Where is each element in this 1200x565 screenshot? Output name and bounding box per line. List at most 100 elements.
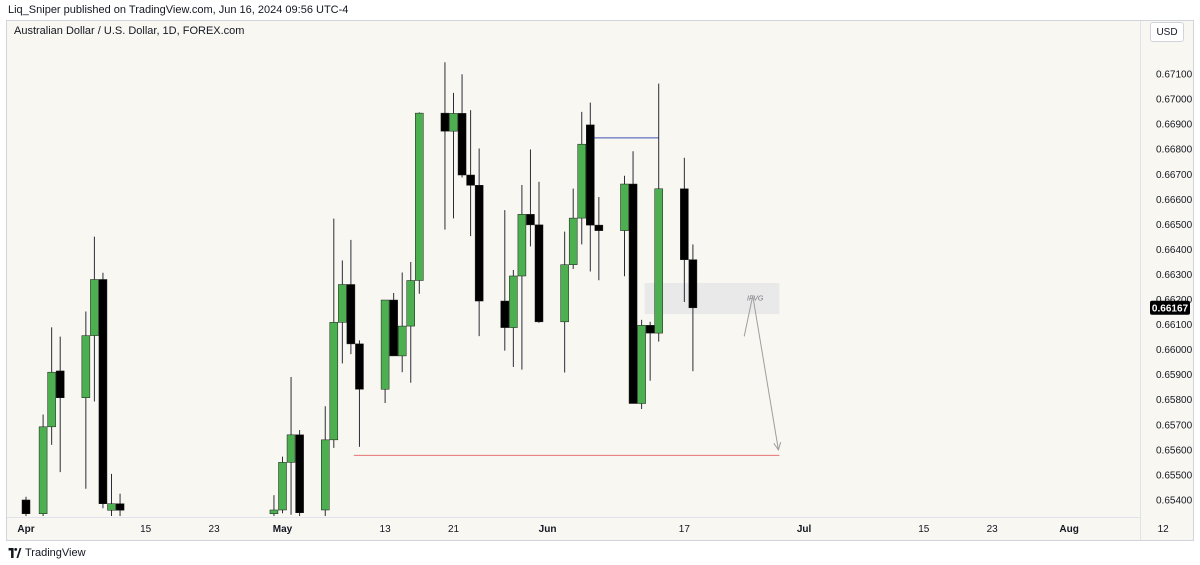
candle-body	[500, 300, 510, 328]
candle-body	[55, 370, 65, 398]
bearish-candle	[295, 430, 304, 516]
price-axis: 0.65400 0.65500 0.65600 0.65700 0.65800 0.659…	[1156, 70, 1193, 507]
time-tick-label: 13	[380, 524, 392, 535]
bullish-candle	[517, 185, 527, 370]
price-tick-label: 0.66600	[1156, 195, 1193, 206]
bullish-candle	[269, 495, 279, 516]
time-tick-label: May	[273, 524, 293, 535]
candle-body	[474, 185, 484, 302]
bearish-candle	[21, 496, 31, 516]
candle-body	[90, 279, 99, 336]
bullish-candle	[449, 92, 458, 219]
price-tick-label: 0.67000	[1156, 95, 1193, 106]
price-tick-label: 0.66300	[1156, 270, 1193, 281]
candle-body	[321, 439, 330, 511]
bullish-candle	[47, 327, 56, 445]
bullish-candle	[321, 406, 330, 516]
bullish-candle	[406, 261, 415, 383]
candle-body	[21, 499, 31, 514]
candle-body	[415, 112, 424, 281]
footer: TradingView	[0, 541, 1200, 565]
bullish-candle	[107, 473, 116, 516]
candle-body	[449, 113, 458, 132]
candle-body	[295, 434, 304, 513]
candle-body	[38, 426, 48, 514]
candle-body	[47, 371, 56, 428]
bullish-candle	[278, 456, 287, 514]
bullish-candle	[397, 272, 407, 373]
candle-body	[645, 325, 655, 334]
projection-arrow	[743, 295, 779, 450]
time-tick-label: Aug	[1059, 524, 1078, 535]
bullish-candle	[329, 218, 339, 448]
candle-body	[457, 113, 467, 176]
price-tick-label: 0.65500	[1156, 470, 1193, 481]
price-tick-label: 0.65400	[1156, 495, 1193, 506]
publisher-line: Liq_Sniper published on TradingView.com,…	[8, 4, 349, 16]
price-tick-label: 0.66800	[1156, 145, 1193, 156]
ifvg-label: IFVG	[747, 296, 764, 303]
bearish-candle	[500, 210, 510, 351]
bullish-candle	[415, 112, 424, 294]
bearish-candle	[355, 340, 364, 447]
price-tick-label: 0.66200	[1156, 295, 1193, 306]
bullish-candle	[81, 311, 91, 489]
time-tick-label: Jun	[539, 524, 557, 535]
candles-layer	[21, 62, 698, 516]
publisher-header: Liq_Sniper published on TradingView.com,…	[0, 0, 1200, 20]
candle-body	[526, 214, 535, 226]
high-level-line	[589, 137, 659, 146]
candle-body	[517, 214, 527, 277]
bullish-candle	[38, 414, 48, 516]
projection-arrowhead	[773, 442, 782, 451]
price-tick-label: 0.66900	[1156, 120, 1193, 131]
bullish-candle	[90, 236, 99, 402]
candle-body	[397, 325, 407, 357]
candle-body	[286, 434, 296, 463]
time-tick-label: 17	[679, 524, 691, 535]
price-tick-label: 0.66700	[1156, 170, 1193, 181]
ifvg-zone	[644, 282, 780, 315]
candle-body	[269, 509, 279, 514]
bearish-candle	[534, 181, 544, 323]
bearish-candle	[55, 336, 65, 473]
candle-body	[560, 264, 569, 323]
candle-body	[338, 284, 347, 323]
time-tick-label: 23	[987, 524, 999, 535]
price-tick-label: 0.67100	[1156, 70, 1193, 81]
candle-body	[654, 188, 663, 334]
bearish-candle	[389, 293, 398, 357]
chart-panel[interactable]	[6, 20, 1194, 541]
bullish-candle	[509, 269, 518, 367]
price-tick-label: 0.66000	[1156, 345, 1193, 356]
symbol-title[interactable]: Australian Dollar / U.S. Dollar, 1D, FOR…	[14, 25, 245, 37]
price-tick-label: 0.65700	[1156, 420, 1193, 431]
candle-body	[509, 275, 518, 328]
candle-body	[107, 503, 116, 511]
bullish-candle	[286, 376, 296, 515]
bullish-candle	[620, 175, 629, 277]
bearish-candle	[346, 239, 356, 355]
candle-body	[534, 224, 544, 323]
bearish-candle	[526, 149, 535, 247]
tradingview-logo-icon[interactable]	[8, 548, 22, 558]
bullish-candle	[338, 260, 347, 364]
time-tick-label: 21	[448, 524, 460, 535]
time-tick-label: 23	[209, 524, 221, 535]
candle-body	[688, 259, 698, 309]
bullish-candle	[637, 319, 646, 410]
candle-body	[628, 183, 638, 404]
time-axis: Apr 15 23 May 13 21 Jun 17 Jul 15 23 Aug 12	[17, 524, 1169, 535]
bullish-candle	[577, 111, 586, 245]
candle-body	[98, 279, 108, 504]
time-tick-label: 15	[918, 524, 930, 535]
currency-button[interactable]: USD	[1150, 22, 1184, 42]
tradingview-brand[interactable]: TradingView	[25, 547, 86, 559]
bearish-candle	[440, 62, 450, 230]
candle-body	[568, 217, 578, 265]
candle-body	[466, 174, 475, 186]
time-axis-divider	[7, 517, 1140, 518]
candle-body	[346, 284, 356, 345]
price-tick-label: 0.66400	[1156, 245, 1193, 256]
